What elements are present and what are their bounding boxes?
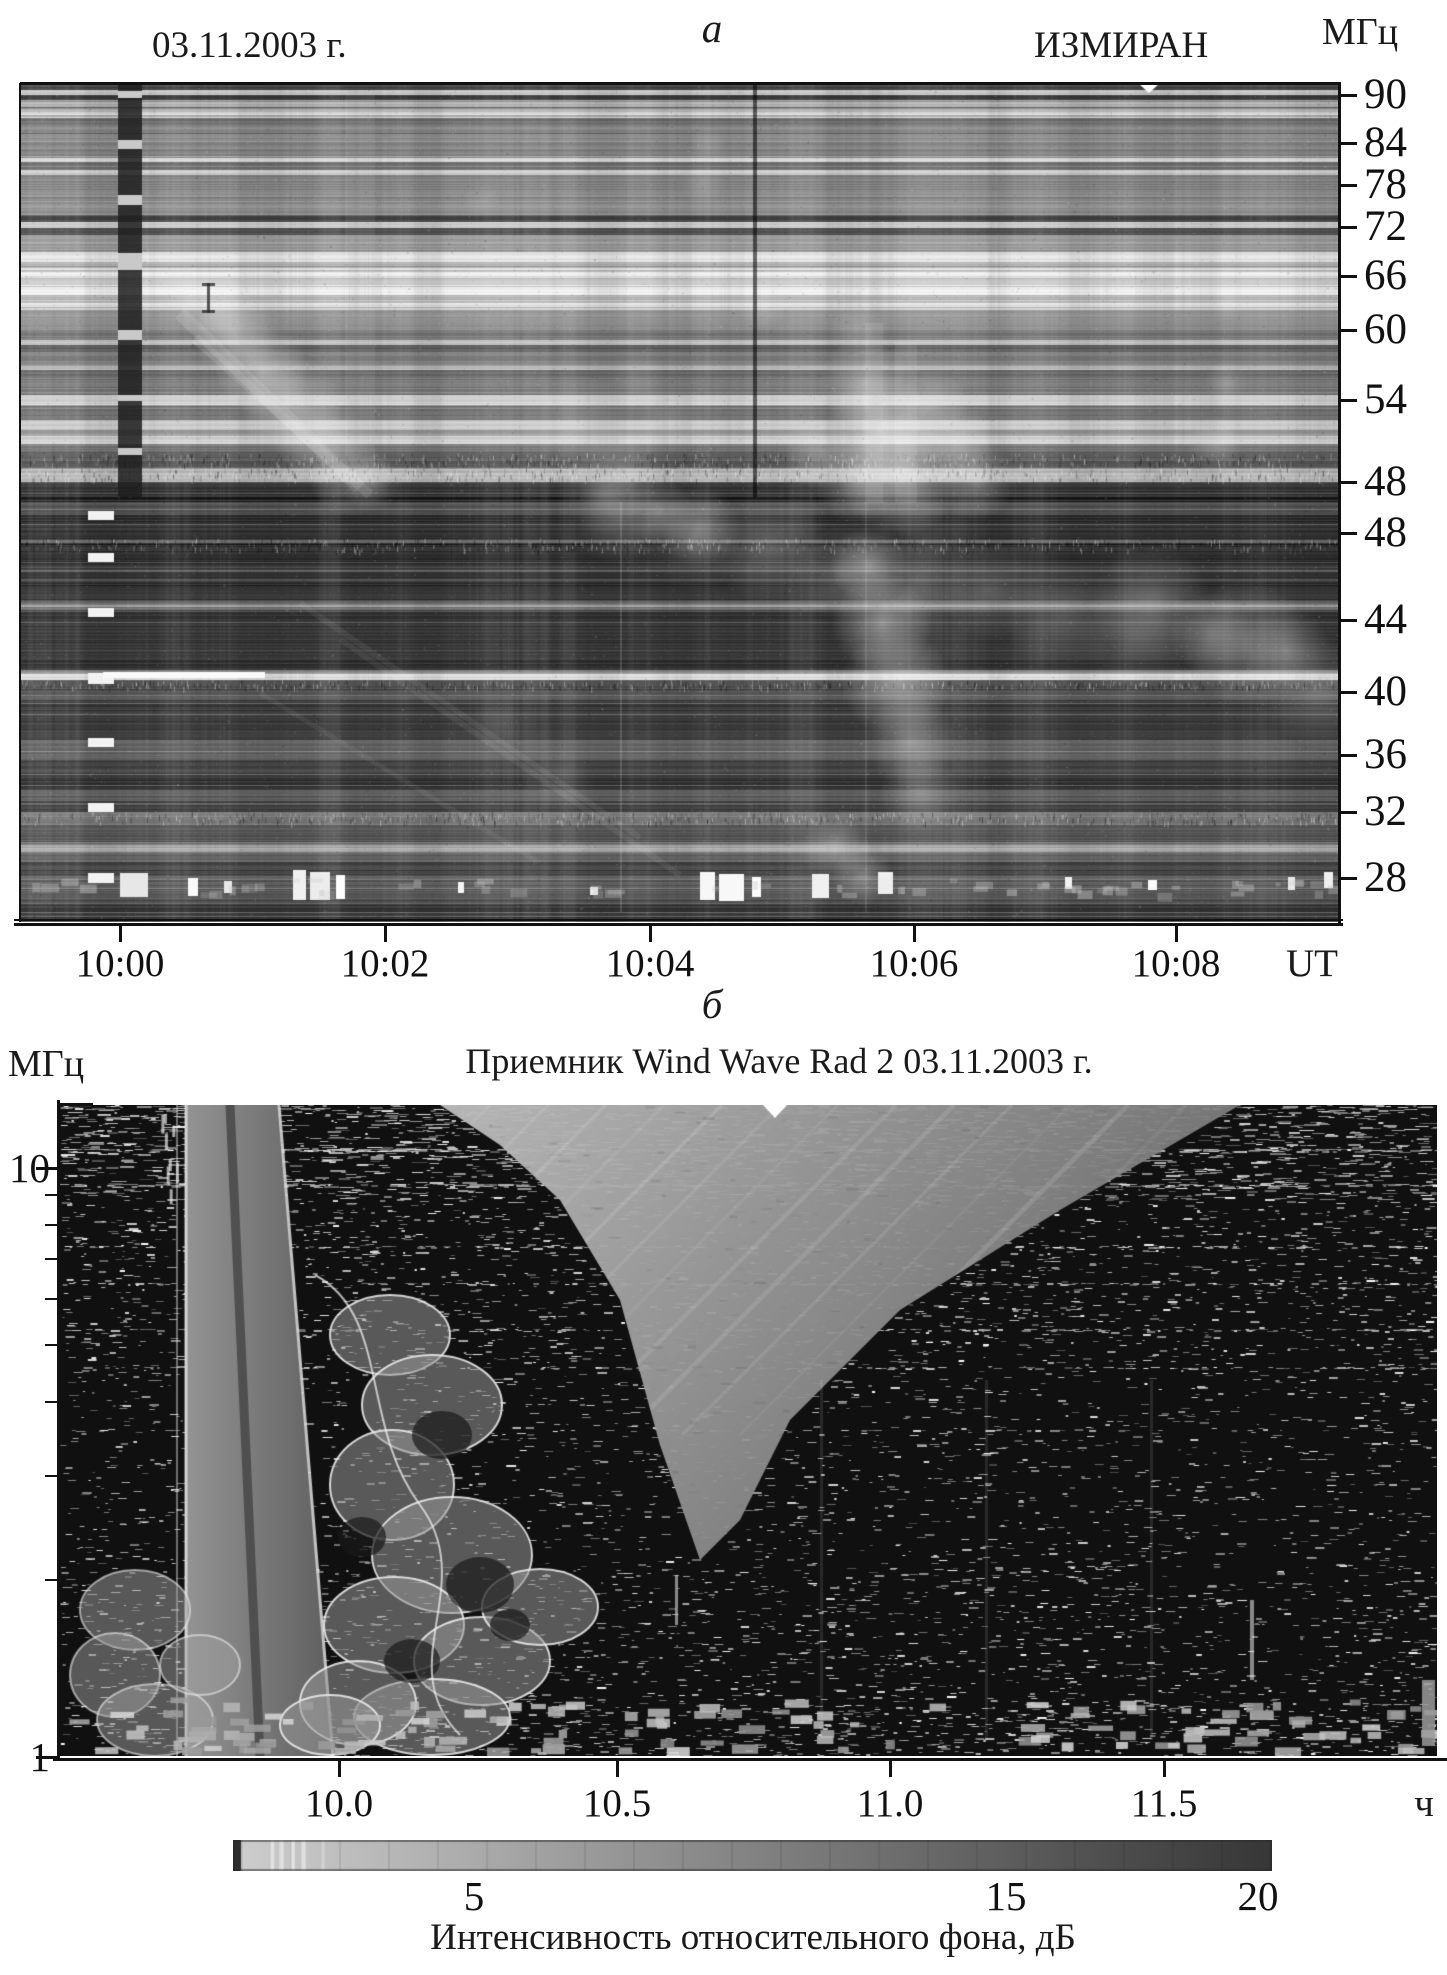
colorbar-canvas (233, 1840, 1272, 1871)
panel-a-ytick-lower-label: 36 (1364, 731, 1407, 778)
panel-b-ytick-label: 1 (29, 1734, 51, 1780)
panel-b-label: б (701, 981, 723, 1027)
panel-b-left-axis (57, 1100, 60, 1760)
panel-a-ytick-lower-label: 32 (1364, 788, 1407, 835)
panel-a-xtick (119, 926, 122, 942)
panel-a-observatory-label: ИЗМИРАН (1034, 25, 1209, 66)
panel-b-ytick-minor (45, 1475, 58, 1477)
panel-a-xtick (649, 926, 652, 942)
panel-a-ytick-upper-label: 84 (1364, 119, 1407, 166)
panel-a-ytick-lower (1338, 754, 1357, 757)
spectrogram-a-canvas (20, 83, 1340, 922)
panel-a-ytick-lower (1338, 619, 1357, 622)
panel-b-ytick-major (36, 1756, 58, 1759)
panel-b-xtick-label: 10.0 (304, 1782, 374, 1825)
panel-a-ytick-upper-label: 60 (1364, 306, 1407, 353)
panel-a-xaxis-unit: UT (1286, 942, 1338, 985)
panel-b-ytick-minor (45, 1194, 58, 1196)
panel-a-ytick-upper-label: 48 (1364, 458, 1407, 505)
panel-a-ytick-upper-label: 54 (1364, 376, 1407, 423)
panel-a-ytick-upper (1338, 481, 1357, 484)
panel-a-xtick-label: 10:02 (340, 942, 430, 985)
panel-a-xtick (1175, 926, 1178, 942)
panel-a-ytick-lower-label: 44 (1364, 596, 1407, 643)
panel-a-bottom-axis-thin (14, 919, 1343, 921)
panel-a-left-border (19, 83, 21, 922)
colorbar-tick-label: 20 (1237, 1873, 1279, 1919)
panel-b-ytick-minor (45, 1258, 58, 1260)
panel-b-ytick-minor (45, 1401, 58, 1403)
panel-a-ytick-lower (1338, 877, 1357, 880)
panel-a-ytick-lower-label: 48 (1364, 509, 1407, 556)
panel-a-ytick-upper (1338, 399, 1357, 402)
panel-b-ytick-major (36, 1167, 58, 1170)
panel-a-ytick-lower (1338, 691, 1357, 694)
panel-b-xtick-label: 11.5 (1130, 1782, 1198, 1825)
spectrogram-b-canvas (60, 1105, 1437, 1756)
panel-a-ytick-lower-label: 40 (1364, 668, 1407, 715)
panel-b-ytick-minor (45, 1344, 58, 1346)
panel-a-ytick-upper (1338, 94, 1357, 97)
panel-b-xaxis-unit: ч (1414, 1782, 1434, 1825)
panel-b-title: Приемник Wind Wave Rad 2 03.11.2003 г. (465, 1041, 1093, 1081)
panel-a-xtick (913, 926, 916, 942)
panel-b-xtick-label: 11.0 (856, 1782, 924, 1825)
panel-b-ytick-minor (45, 1298, 58, 1300)
panel-a-xtick-label: 10:08 (1131, 942, 1221, 985)
colorbar-caption: Интенсивность относительного фона, дБ (430, 1917, 1076, 1958)
panel-a-ytick-upper-label: 78 (1364, 161, 1407, 208)
panel-b-yaxis-unit: МГц (8, 1043, 85, 1085)
panel-a-top-border (20, 82, 1340, 85)
panel-b-ytick-label: 10 (9, 1145, 50, 1191)
panel-a-ytick-upper (1338, 226, 1357, 229)
panel-a-xtick-label: 10:04 (605, 942, 695, 985)
panel-b-ytick-minor (45, 1224, 58, 1226)
panel-b-bottom-axis (53, 1758, 1447, 1761)
colorbar-tick-label: 15 (985, 1873, 1027, 1919)
panel-a-ytick-upper (1338, 142, 1357, 145)
panel-a-label: а (701, 5, 723, 51)
panel-a-ytick-upper (1338, 184, 1357, 187)
panel-a-right-axis (1338, 82, 1341, 926)
panel-a-ytick-upper (1338, 275, 1357, 278)
panel-a-bottom-axis-thick (14, 923, 1343, 926)
panel-a-yaxis-unit: МГц (1322, 11, 1399, 53)
panel-a-xtick (384, 926, 387, 942)
panel-a-ytick-upper (1338, 329, 1357, 332)
panel-b-xtick (889, 1760, 892, 1777)
panel-a-ytick-upper-label: 66 (1364, 252, 1407, 299)
colorbar-tick-label: 5 (463, 1873, 485, 1919)
panel-a-ytick-upper-label: 90 (1364, 71, 1407, 118)
panel-a-ytick-lower (1338, 532, 1357, 535)
panel-b-ytick-minor (45, 1579, 58, 1581)
panel-a-xtick-label: 10:06 (869, 942, 959, 985)
panel-a-ytick-upper-label: 72 (1364, 203, 1407, 250)
panel-b-xtick (1163, 1760, 1166, 1777)
panel-b-xtick (338, 1760, 341, 1777)
panel-a-ytick-lower (1338, 811, 1357, 814)
panel-b-top-serif (57, 1103, 93, 1106)
panel-b-xtick (616, 1760, 619, 1777)
panel-a-ytick-lower-label: 28 (1364, 854, 1407, 901)
panel-a-xtick-label: 10:00 (75, 942, 165, 985)
panel-a-date-label: 03.11.2003 г. (152, 25, 347, 66)
panel-b-xtick-label: 10.5 (582, 1782, 652, 1825)
